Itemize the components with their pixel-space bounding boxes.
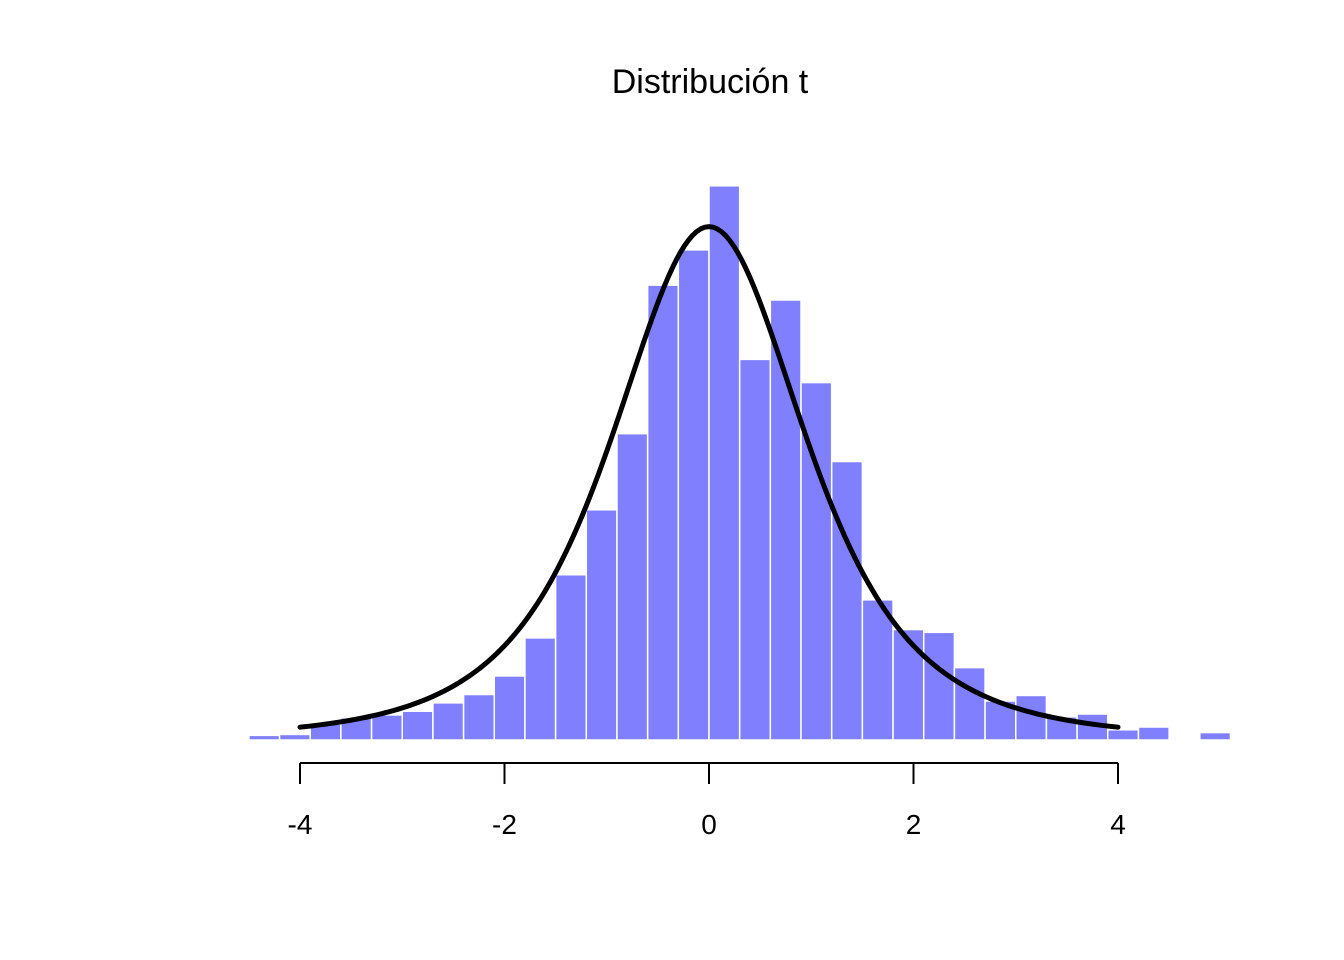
x-axis: -4 -2 0 2 4 — [288, 762, 1126, 840]
histogram-bar — [1015, 694, 1048, 741]
histogram-bar — [892, 628, 925, 741]
density-curve — [297, 224, 1121, 730]
histogram-bar — [953, 666, 986, 741]
histogram-bar — [1137, 726, 1170, 741]
histogram-bar — [554, 574, 588, 741]
histogram-bar — [830, 460, 864, 741]
histogram-bar — [186, 738, 219, 741]
histogram-bar — [1168, 738, 1201, 741]
histogram-bar — [585, 509, 618, 741]
histogram-bar — [217, 738, 250, 741]
x-tick-label: 0 — [701, 809, 717, 840]
x-tick-label: -2 — [492, 809, 517, 840]
x-tick-label: 2 — [906, 809, 922, 840]
histogram-bar — [278, 733, 311, 741]
histogram-bar — [922, 631, 956, 741]
histogram-bar — [401, 710, 434, 741]
histogram-bar — [769, 299, 802, 741]
histogram-bar — [1107, 729, 1140, 741]
density-curve-layer — [297, 224, 1121, 730]
histogram-bar — [493, 675, 526, 741]
histogram-bar — [462, 693, 496, 741]
histogram-bar — [861, 599, 894, 741]
chart-title: Distribución t — [612, 63, 809, 101]
histogram-bar — [370, 714, 404, 741]
histogram-bar — [646, 284, 680, 741]
histogram-bar — [708, 185, 741, 741]
histogram-bars — [186, 185, 1232, 741]
histogram-bar — [677, 249, 710, 741]
histogram-bar — [248, 734, 281, 741]
histogram-bar — [1199, 731, 1232, 741]
histogram-bar — [616, 432, 649, 741]
histogram-bar — [432, 702, 465, 741]
histogram-bar — [524, 637, 557, 741]
x-tick-label: 4 — [1110, 809, 1126, 840]
x-tick-label: -4 — [288, 809, 313, 840]
histogram-bar — [738, 358, 772, 741]
